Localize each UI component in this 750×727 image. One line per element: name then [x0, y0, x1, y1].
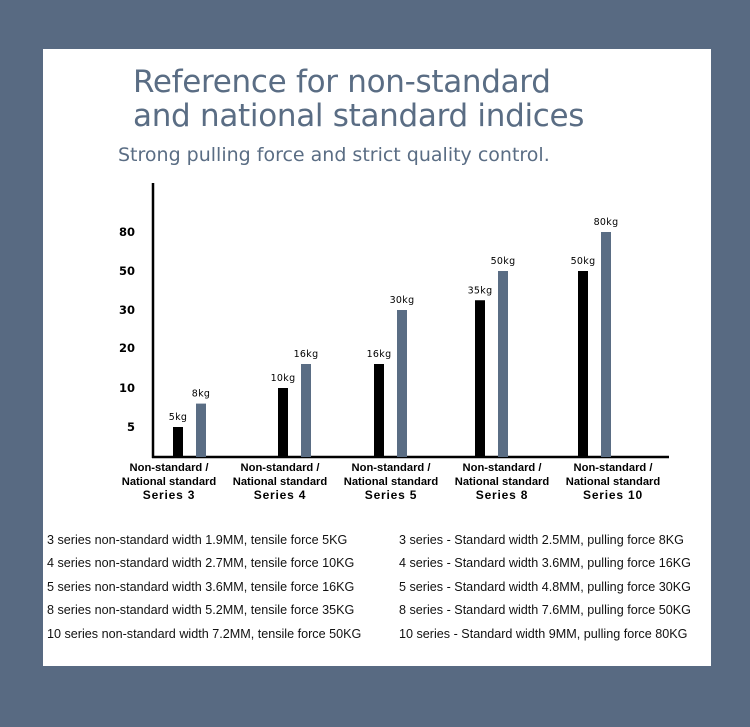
- x-tick-label: Non-standard /: [130, 462, 209, 474]
- y-tick-label: 10: [119, 381, 135, 395]
- non-standard-spec-item: 8 series non-standard width 5.2MM, tensi…: [47, 603, 355, 618]
- bar: [498, 271, 508, 457]
- x-tick-label: Series 10: [583, 488, 643, 502]
- title-line-2: and national standard indices: [133, 98, 585, 134]
- x-tick-label: National standard: [122, 476, 217, 488]
- data-label: 80kg: [594, 217, 619, 228]
- bar: [196, 403, 206, 457]
- data-label: 35kg: [468, 285, 493, 296]
- x-tick-label: National standard: [566, 476, 661, 488]
- x-tick-label: Non-standard /: [463, 462, 542, 474]
- bar: [578, 271, 588, 457]
- non-standard-specs: 3 series non-standard width 1.9MM, tensi…: [47, 529, 361, 646]
- poster-card: Reference for non-standard and national …: [43, 49, 711, 666]
- x-tick-label: Series 3: [143, 488, 195, 502]
- x-tick-label: Non-standard /: [574, 462, 653, 474]
- x-tick-label: National standard: [233, 476, 328, 488]
- standard-spec-item: 3 series - Standard width 2.5MM, pulling…: [399, 533, 684, 547]
- bar: [301, 364, 311, 457]
- x-tick-label: National standard: [455, 476, 550, 488]
- non-standard-spec-item: 3 series non-standard width 1.9MM, tensi…: [47, 533, 348, 547]
- y-tick-label: 50: [119, 264, 135, 278]
- bar: [601, 232, 611, 457]
- x-tick-label: Series 8: [476, 488, 528, 502]
- bar: [278, 388, 288, 457]
- bar: [374, 364, 384, 457]
- x-tick-label: Non-standard /: [352, 462, 431, 474]
- x-tick-label: National standard: [344, 476, 439, 488]
- page-subtitle: Strong pulling force and strict quality …: [118, 144, 550, 166]
- data-label: 16kg: [367, 349, 392, 360]
- standard-spec-item: 10 series - Standard width 9MM, pulling …: [399, 626, 688, 641]
- standard-spec-item: 8 series - Standard width 7.6MM, pulling…: [399, 603, 691, 618]
- data-label: 30kg: [390, 295, 415, 306]
- standard-spec-item: 4 series - Standard width 3.6MM, pulling…: [399, 556, 691, 571]
- x-tick-label: Non-standard /: [241, 462, 320, 474]
- bar: [397, 310, 407, 457]
- title-line-1: Reference for non-standard: [133, 64, 551, 100]
- data-label: 16kg: [294, 349, 319, 360]
- bar: [475, 300, 485, 457]
- non-standard-spec-item: 10 series non-standard width 7.2MM, tens…: [47, 626, 362, 641]
- bar: [173, 427, 183, 457]
- y-tick-label: 5: [127, 420, 135, 434]
- y-tick-label: 80: [119, 225, 135, 239]
- standard-spec-item: 5 series - Standard width 4.8MM, pulling…: [399, 579, 691, 594]
- bar-chart: 5 10 20 30 50 80 5kg 10kg 16kg 35kg 50kg 8kg 16kg 30k…: [119, 183, 669, 502]
- x-tick-label: Series 4: [254, 488, 306, 502]
- data-label: 8kg: [192, 389, 210, 400]
- data-label: 50kg: [571, 256, 596, 267]
- non-standard-spec-item: 5 series non-standard width 3.6MM, tensi…: [47, 579, 355, 594]
- non-standard-spec-item: 4 series non-standard width 2.7MM, tensi…: [47, 556, 355, 571]
- standard-specs: 3 series - Standard width 2.5MM, pulling…: [399, 529, 691, 646]
- data-label: 10kg: [271, 373, 296, 384]
- y-tick-label: 20: [119, 341, 135, 355]
- x-tick-label: Series 5: [365, 488, 417, 502]
- y-tick-label: 30: [119, 303, 135, 317]
- data-label: 5kg: [169, 412, 187, 423]
- page-title: Reference for non-standard and national …: [133, 65, 653, 133]
- data-label: 50kg: [491, 256, 516, 267]
